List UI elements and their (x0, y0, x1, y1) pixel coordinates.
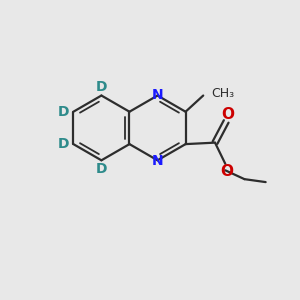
Text: O: O (221, 107, 234, 122)
Text: O: O (220, 164, 233, 179)
Text: D: D (58, 105, 70, 119)
Text: D: D (96, 80, 107, 94)
Text: D: D (58, 137, 70, 151)
Text: N: N (152, 88, 163, 102)
Text: D: D (96, 162, 107, 176)
Text: N: N (152, 154, 163, 168)
Text: CH₃: CH₃ (212, 87, 235, 100)
